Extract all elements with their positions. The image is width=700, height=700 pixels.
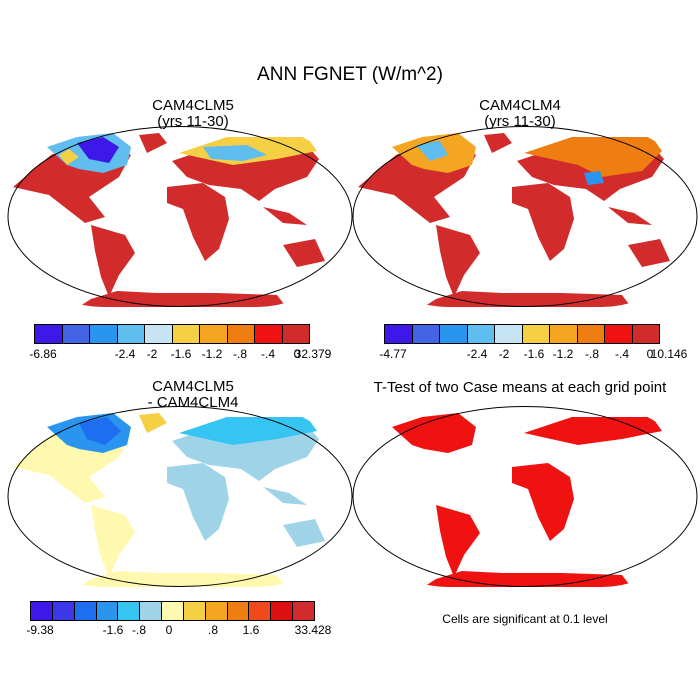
colorbar-2-tick-label: -2.4	[466, 347, 488, 361]
panel-2-title-line2: (yrs 11-30)	[484, 113, 556, 130]
colorbar-3-swatch	[271, 602, 294, 620]
colorbar-1-swatch	[90, 325, 118, 343]
colorbar-1-swatch	[117, 325, 145, 343]
panel-1-title: CAM4CLM5 (yrs 11-30)	[20, 98, 366, 130]
colorbar-3-swatch	[293, 602, 314, 620]
colorbar-3-swatch	[96, 602, 119, 620]
colorbar-3-tick-label: -9.38	[26, 623, 54, 637]
colorbar-3-tick-label: -1.6	[102, 623, 124, 637]
colorbar-1-swatch	[145, 325, 173, 343]
panel-1-title-line2: (yrs 11-30)	[157, 113, 229, 130]
colorbar-2-tick-label: 0	[646, 347, 654, 361]
colorbar-2-swatch	[550, 325, 578, 343]
panel-4-title-line1: T-Test of two Case means at each grid po…	[373, 379, 667, 396]
colorbar-1-tick-label: 0	[293, 347, 301, 361]
colorbar-2-swatch	[577, 325, 605, 343]
panel-1-title-line1: CAM4CLM5	[152, 97, 234, 114]
colorbar-1-tick-label: -2.4	[114, 347, 136, 361]
panel-2-title-line1: CAM4CLM4	[479, 97, 561, 114]
colorbar-3-swatch	[74, 602, 97, 620]
colorbar-3-swatch	[227, 602, 250, 620]
colorbar-2-tick-label: -.8	[584, 347, 600, 361]
colorbar-2-tick-label: -.4	[614, 347, 630, 361]
colorbar-1-swatch	[227, 325, 255, 343]
panel-4-title: T-Test of two Case means at each grid po…	[347, 380, 693, 396]
colorbar-3	[30, 601, 315, 621]
colorbar-1-tick-label: -.8	[232, 347, 248, 361]
map-cam4clm5	[7, 126, 353, 307]
colorbar-1-swatch	[172, 325, 200, 343]
significance-note: Cells are significant at 0.1 level	[442, 612, 608, 626]
colorbar-2-swatch	[632, 325, 659, 343]
colorbar-3-swatch	[205, 602, 228, 620]
colorbar-2-swatch	[440, 325, 468, 343]
colorbar-1	[34, 324, 310, 344]
panel-3-title-line1: CAM4CLM5	[152, 378, 234, 395]
colorbar-3-swatch	[249, 602, 272, 620]
colorbar-1-swatch	[255, 325, 283, 343]
colorbar-1-tick-label: -6.86	[29, 347, 57, 361]
colorbar-3-tick-label: 0	[165, 623, 173, 637]
colorbar-2	[384, 324, 660, 344]
colorbar-1-tick-label: -1.6	[170, 347, 192, 361]
colorbar-3-swatch	[118, 602, 141, 620]
colorbar-3-swatch	[140, 602, 163, 620]
map-ttest	[352, 406, 698, 587]
colorbar-1-swatch	[62, 325, 90, 343]
colorbar-1-tick-label: 32.379	[294, 347, 332, 361]
colorbar-3-swatch	[183, 602, 206, 620]
colorbar-2-tick-label: -4.77	[379, 347, 407, 361]
colorbar-1-tick-label: -1.2	[201, 347, 223, 361]
colorbar-1-swatch	[35, 325, 63, 343]
map-cam4clm4	[352, 126, 698, 307]
colorbar-2-tick-label: 10.146	[650, 347, 688, 361]
colorbar-2-swatch	[605, 325, 633, 343]
colorbar-1-swatch	[282, 325, 309, 343]
colorbar-2-swatch	[412, 325, 440, 343]
colorbar-3-swatch	[31, 602, 53, 620]
colorbar-3-swatch	[52, 602, 75, 620]
colorbar-3-tick-label: -.8	[131, 623, 147, 637]
colorbar-3-tick-label: 1.6	[242, 623, 260, 637]
panel-2-title: CAM4CLM4 (yrs 11-30)	[347, 98, 693, 130]
colorbar-2-swatch	[495, 325, 523, 343]
colorbar-2-tick-label: -1.2	[552, 347, 574, 361]
colorbar-2-swatch	[522, 325, 550, 343]
colorbar-2-tick-label: -2	[498, 347, 510, 361]
colorbar-2-tick-label: -1.6	[523, 347, 545, 361]
colorbar-3-swatch	[162, 602, 184, 620]
colorbar-1-swatch	[200, 325, 228, 343]
map-difference	[7, 406, 353, 587]
colorbar-1-tick-label: -.4	[260, 347, 276, 361]
colorbar-3-tick-label: .8	[207, 623, 219, 637]
colorbar-2-swatch	[385, 325, 413, 343]
colorbar-3-tick-label: 33.428	[294, 623, 332, 637]
figure-title: ANN FGNET (W/m^2)	[257, 64, 443, 85]
colorbar-1-tick-label: -2	[146, 347, 158, 361]
colorbar-2-swatch	[467, 325, 495, 343]
